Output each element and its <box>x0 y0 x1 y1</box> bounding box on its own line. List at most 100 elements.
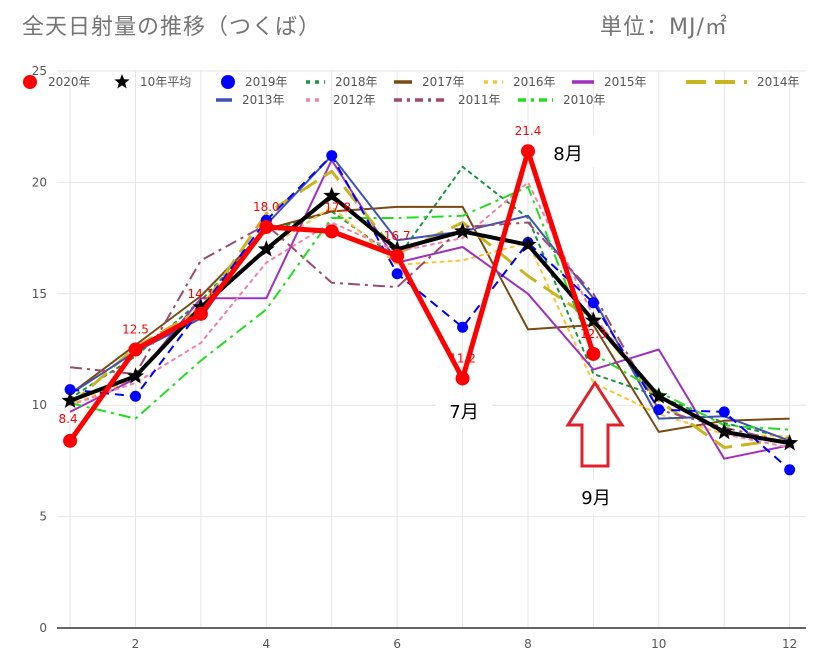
x-tick-label: 4 <box>263 637 271 651</box>
data-point <box>653 404 665 416</box>
legend-item: 2017年 <box>394 75 465 89</box>
y-tick-label: 20 <box>32 175 47 189</box>
series-2011年 <box>69 221 790 445</box>
x-tick-label: 6 <box>393 637 401 651</box>
series-2017年 <box>69 205 790 433</box>
legend-item: 2010年 <box>518 93 606 107</box>
series-line <box>69 185 790 431</box>
annotation-aug-box <box>540 135 596 167</box>
data-point <box>784 464 796 476</box>
series-line <box>69 221 790 445</box>
legend-item: 2019年 <box>221 75 288 89</box>
legend-label: 2013年 <box>242 93 285 107</box>
series-line <box>69 154 791 471</box>
data-point <box>326 150 338 162</box>
legend-item: 2014年 <box>686 75 800 89</box>
x-tick-label: 12 <box>782 637 797 651</box>
legend-label: 2010年 <box>563 93 606 107</box>
data-point <box>259 219 274 234</box>
annotation-sep: 9月 <box>581 488 610 509</box>
annotation-sep-box <box>568 480 624 514</box>
data-point <box>63 433 78 448</box>
data-point <box>520 144 535 159</box>
data-point <box>192 298 210 315</box>
annotation-jul: 7月 <box>449 402 478 423</box>
data-label: 17.8 <box>324 200 351 214</box>
data-point <box>587 297 599 309</box>
data-labels: 8.4 12.5 14.1 18.0 17.8 16.7 11.2 21.4 12.3 <box>59 124 607 426</box>
y-tick-label: 5 <box>39 510 47 524</box>
data-label: 16.7 <box>384 229 411 243</box>
series-line <box>69 169 790 449</box>
legend-swatch <box>114 74 130 89</box>
legend-label: 2014年 <box>757 75 800 89</box>
data-point <box>455 371 470 386</box>
y-tick-label: 15 <box>32 287 47 301</box>
data-point <box>781 434 799 451</box>
legend-swatch <box>23 75 37 89</box>
legend-item: 2020年 <box>23 75 91 89</box>
legend-label: 2018年 <box>335 75 378 89</box>
data-label: 11.2 <box>449 351 476 365</box>
y-tick-label: 25 <box>32 64 47 78</box>
annotation-aug: 8月 <box>553 144 582 165</box>
annotation-jul-box <box>436 393 492 427</box>
data-point <box>584 311 602 328</box>
data-point <box>650 387 668 404</box>
legend-label: 2011年 <box>458 93 501 107</box>
data-point <box>324 224 339 239</box>
data-point <box>457 321 469 333</box>
x-axis-ticks: 2 4 6 8 10 12 <box>132 637 798 651</box>
data-point <box>193 306 208 321</box>
data-point <box>454 222 472 239</box>
series-2018年 <box>69 165 791 440</box>
chart-title: 全天日射量の推移（つくば） <box>22 15 322 40</box>
legend-item: 2018年 <box>306 75 378 89</box>
annotations: 8月 7月 9月 <box>436 135 625 514</box>
unit-label: 単位：MJ/㎡ <box>600 15 728 40</box>
data-label: 21.4 <box>515 124 542 138</box>
data-label: 12.3 <box>580 327 607 341</box>
legend-item: 2011年 <box>394 93 501 107</box>
x-tick-label: 8 <box>524 637 532 651</box>
x-tick-label: 2 <box>132 637 140 651</box>
data-label: 8.4 <box>59 412 78 426</box>
data-point <box>391 268 403 280</box>
data-point <box>323 186 341 203</box>
data-point <box>64 384 76 396</box>
x-tick-label: 10 <box>651 637 666 651</box>
legend-item: 2013年 <box>216 93 285 107</box>
legend: 2020年 10年平均 2019年 2018年 2017年 2016年 2015年 2014年… <box>23 74 800 107</box>
data-label: 12.5 <box>122 323 149 337</box>
legend-label: 2016年 <box>513 75 556 89</box>
data-point <box>586 346 601 361</box>
data-point <box>129 390 141 402</box>
data-point <box>388 240 406 257</box>
up-arrow-annotation <box>565 380 625 468</box>
y-tick-label: 10 <box>32 398 47 412</box>
legend-label: 2017年 <box>422 75 465 89</box>
legend-label: 2020年 <box>48 75 91 89</box>
legend-label: 2019年 <box>245 75 288 89</box>
series-line <box>69 205 790 433</box>
legend-label: 2012年 <box>333 93 376 107</box>
data-point <box>390 248 405 263</box>
legend-swatch <box>221 75 235 89</box>
legend-item: 10年平均 <box>114 74 191 89</box>
series-line <box>69 159 790 460</box>
data-point <box>128 342 143 357</box>
y-axis-ticks: 0 5 10 15 20 25 <box>32 64 47 635</box>
y-tick-label: 0 <box>39 621 47 635</box>
data-label: 18.0 <box>253 200 280 214</box>
legend-label: 2015年 <box>604 75 647 89</box>
legend-item: 2015年 <box>572 75 647 89</box>
data-point <box>718 406 730 418</box>
series-line <box>69 165 791 440</box>
data-point <box>126 367 145 384</box>
data-point <box>715 422 733 440</box>
legend-label: 10年平均 <box>140 75 191 89</box>
legend-item: 2012年 <box>306 93 376 107</box>
series-2020年 <box>63 144 601 448</box>
